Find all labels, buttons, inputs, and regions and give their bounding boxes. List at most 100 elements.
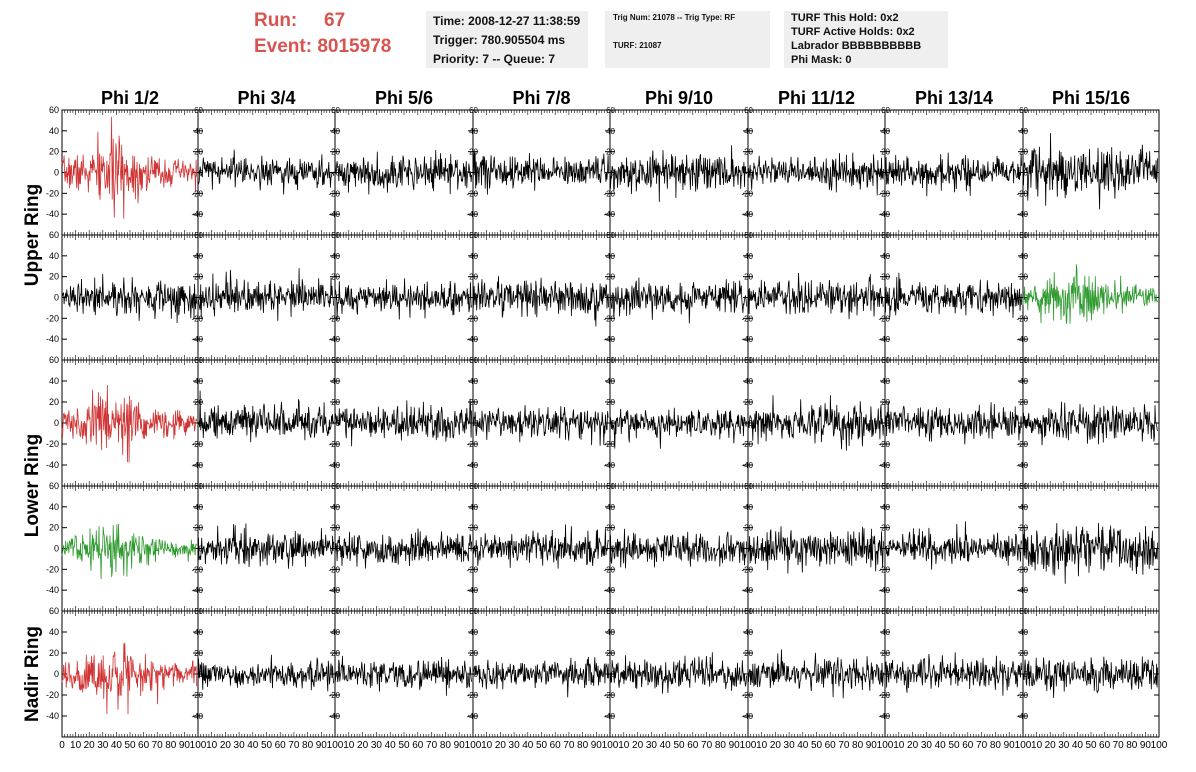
waveform-trace: [61, 273, 197, 324]
y-tick-label: -40: [603, 461, 615, 470]
y-tick-label: 60: [331, 231, 340, 240]
y-tick-label: 40: [744, 628, 753, 637]
waveform-trace: [884, 272, 1022, 318]
x-tick-label: 80: [990, 740, 1002, 751]
y-tick-label: -20: [878, 565, 890, 574]
x-tick-label: 80: [577, 740, 589, 751]
y-tick-label: 20: [469, 398, 478, 407]
y-tick-label: -40: [191, 210, 203, 219]
y-tick-label: 60: [1019, 231, 1028, 240]
y-tick-label: -40: [1016, 210, 1028, 219]
y-tick-label: -40: [328, 461, 340, 470]
y-tick-label: 60: [606, 607, 615, 616]
y-tick-label: 60: [469, 231, 478, 240]
y-tick-label: 60: [881, 356, 890, 365]
y-tick-label: 60: [606, 356, 615, 365]
y-tick-label: 40: [744, 127, 753, 136]
y-tick-label: 20: [1019, 273, 1028, 282]
y-tick-label: 20: [744, 524, 753, 533]
x-tick-label: 60: [825, 740, 837, 751]
waveform-trace: [472, 152, 609, 195]
y-tick-label: 40: [49, 251, 59, 261]
waveform-trace: [747, 649, 884, 699]
x-tick-label: 10: [618, 740, 630, 751]
y-tick-label: 60: [469, 106, 478, 115]
y-tick-label: 60: [744, 607, 753, 616]
column-header: Phi 11/12: [778, 88, 855, 108]
turf-text: TURF: 21087: [613, 41, 662, 50]
column-header: Phi 9/10: [645, 88, 713, 108]
x-tick-label: 0: [59, 740, 65, 751]
turf-active-holds-text: TURF Active Holds: 0x2: [791, 26, 915, 38]
y-tick-label: 40: [744, 503, 753, 512]
x-tick-label: 80: [165, 740, 177, 751]
y-tick-label: 40: [606, 377, 615, 386]
x-tick-label: 80: [852, 740, 864, 751]
y-tick-label: 40: [331, 127, 340, 136]
x-tick-label: 30: [97, 740, 109, 751]
y-tick-label: 60: [881, 482, 890, 491]
priority-text: Priority: 7 -- Queue: 7: [433, 52, 556, 66]
y-tick-label: -40: [46, 334, 59, 344]
y-tick-label: -40: [878, 335, 890, 344]
waveform-trace: [747, 272, 884, 320]
y-tick-label: -40: [603, 712, 615, 721]
x-tick-label: 40: [935, 740, 947, 751]
y-tick-label: -20: [191, 189, 203, 198]
run-label: Run:: [254, 10, 298, 31]
y-tick-label: -40: [328, 210, 340, 219]
y-tick-label: 60: [331, 106, 340, 115]
y-tick-label: -20: [1016, 440, 1028, 449]
y-tick-label: 20: [881, 524, 890, 533]
y-tick-label: 40: [606, 628, 615, 637]
x-tick-label: 40: [385, 740, 397, 751]
y-tick-label: -20: [328, 691, 340, 700]
y-tick-label: -40: [741, 210, 753, 219]
time-info-box: Time: 2008-12-27 11:38:59 Trigger: 780.9…: [426, 11, 588, 68]
y-tick-label: 60: [606, 106, 615, 115]
y-tick-label: -40: [466, 210, 478, 219]
y-tick-label: 60: [881, 607, 890, 616]
waveform-trace: [472, 405, 609, 446]
x-tick-label: 100: [327, 740, 344, 751]
x-tick-label: 30: [1058, 740, 1070, 751]
y-tick-label: -20: [603, 565, 615, 574]
y-tick-label: 40: [1019, 503, 1028, 512]
x-tick-label: 20: [495, 740, 507, 751]
y-tick-label: 60: [1019, 607, 1028, 616]
y-tick-label: 60: [881, 106, 890, 115]
y-tick-label: -40: [46, 460, 59, 470]
x-tick-label: 50: [673, 740, 685, 751]
y-tick-label: -40: [328, 586, 340, 595]
x-tick-label: 100: [190, 740, 207, 751]
y-tick-label: 60: [606, 482, 615, 491]
y-tick-label: 60: [331, 607, 340, 616]
y-tick-label: -40: [1016, 335, 1028, 344]
y-tick-label: -20: [1016, 314, 1028, 323]
y-tick-label: 20: [881, 649, 890, 658]
y-tick-label: -40: [878, 586, 890, 595]
y-tick-label: 40: [881, 127, 890, 136]
event-value: 8015978: [317, 36, 392, 57]
y-tick-label: 20: [744, 273, 753, 282]
x-tick-label: 90: [179, 740, 191, 751]
x-tick-label: 70: [1113, 740, 1125, 751]
x-tick-label: 20: [632, 740, 644, 751]
turf-info-box: TURF This Hold: 0x2 TURF Active Holds: 0…: [784, 11, 948, 68]
y-tick-label: 0: [611, 670, 616, 679]
y-tick-label: -40: [878, 210, 890, 219]
y-tick-label: 20: [1019, 398, 1028, 407]
y-tick-label: 20: [331, 148, 340, 157]
y-tick-label: -40: [466, 461, 478, 470]
y-tick-label: -40: [603, 586, 615, 595]
y-tick-label: -40: [1016, 461, 1028, 470]
y-tick-label: 20: [49, 272, 59, 282]
labrador-text: Labrador BBBBBBBBBB: [791, 40, 922, 52]
y-tick-label: 60: [469, 482, 478, 491]
y-tick-label: -20: [1016, 565, 1028, 574]
x-tick-label: 100: [877, 740, 894, 751]
y-tick-label: 0: [54, 293, 59, 303]
x-tick-label: 70: [701, 740, 713, 751]
y-tick-label: 40: [194, 377, 203, 386]
